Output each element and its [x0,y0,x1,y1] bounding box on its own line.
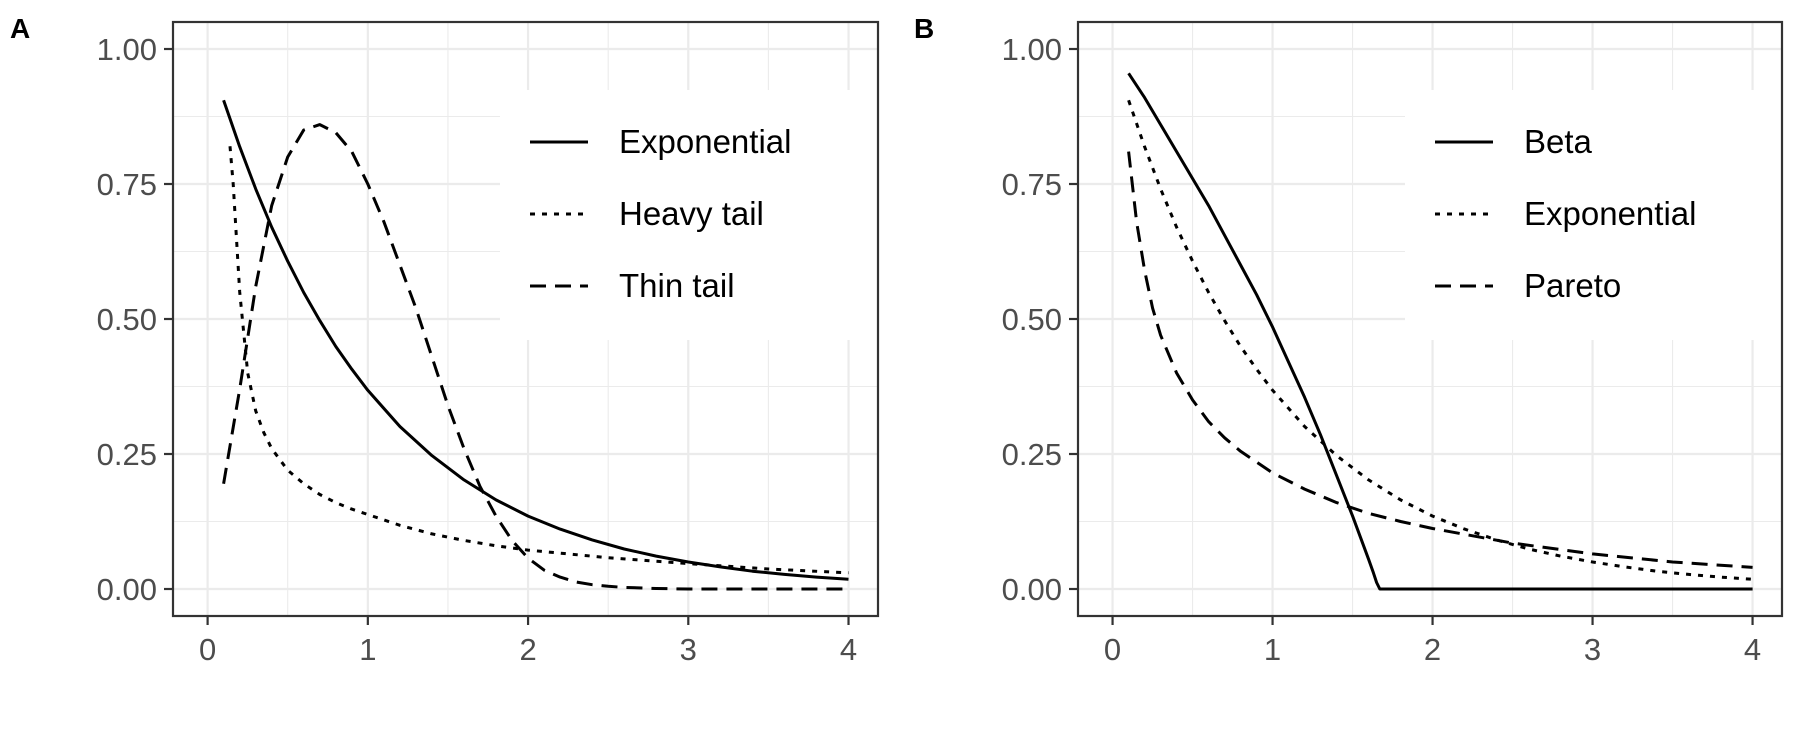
y-tick-label: 0.50 [1002,302,1062,337]
x-tick-label: 0 [199,632,216,667]
legend-label: Heavy tail [619,195,764,232]
x-tick-label: 2 [1424,632,1441,667]
panel-a: A 0 1 2 3 4 0.00 0.25 0.50 0.75 1.00 Exponential Hea… [10,13,880,667]
legend-box [500,90,878,340]
y-tick-label: 1.00 [97,32,157,67]
panel-b: B 0 1 2 3 4 0.00 0.25 0.50 0.75 1.00 Beta Exponentia… [914,13,1784,667]
y-tick-label: 1.00 [1002,32,1062,67]
x-tick-label: 0 [1104,632,1121,667]
series-line-beta [1127,72,1753,591]
legend-label: Pareto [1524,267,1621,304]
legend-label: Beta [1524,123,1593,160]
x-tick-label: 4 [1744,632,1761,667]
y-tick-label: 0.25 [97,437,157,472]
panel-border [171,20,880,618]
series-line-exponential [1127,99,1753,581]
panel-border [1076,20,1784,618]
series-line-thin-tail [222,123,849,591]
legend-label: Exponential [1524,195,1696,232]
x-tick-label: 3 [680,632,697,667]
y-tick-label: 0.75 [1002,167,1062,202]
x-tick-label: 2 [519,632,536,667]
y-tick-label: 0.75 [97,167,157,202]
x-tick-label: 1 [1264,632,1281,667]
x-tick-label: 4 [840,632,857,667]
y-tick-label: 0.00 [97,572,157,607]
y-tick-label: 0.00 [1002,572,1062,607]
panel-tag: B [914,13,934,44]
legend-label: Thin tail [619,267,735,304]
panel-tag: A [10,13,30,44]
x-tick-label: 1 [359,632,376,667]
y-tick-label: 0.25 [1002,437,1062,472]
legend-label: Exponential [619,123,791,160]
x-tick-label: 3 [1584,632,1601,667]
legend-box [1405,90,1782,340]
y-tick-label: 0.50 [97,302,157,337]
